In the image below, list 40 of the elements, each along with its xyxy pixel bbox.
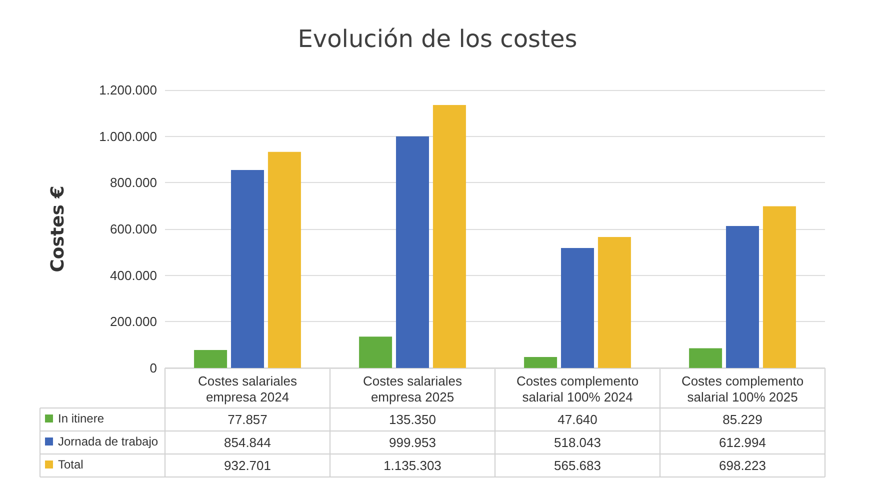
bar bbox=[359, 336, 392, 368]
y-tick-label: 0 bbox=[150, 360, 157, 376]
data-label: 1.135.303 bbox=[384, 458, 442, 473]
bar bbox=[524, 356, 558, 368]
y-axis-title: Costes € bbox=[48, 186, 68, 272]
bar bbox=[762, 206, 796, 368]
data-label: 999.953 bbox=[389, 435, 436, 450]
y-tick-label: 1.000.000 bbox=[99, 128, 157, 144]
bar bbox=[432, 104, 466, 368]
x-tick-label: Costes salariales empresa 2024 bbox=[198, 374, 298, 404]
data-label: 565.683 bbox=[554, 458, 601, 473]
bar bbox=[726, 226, 759, 368]
y-tick-label: 600.000 bbox=[110, 222, 157, 236]
y-tick-label: 200.000 bbox=[110, 314, 157, 330]
legend-label: Jornada de trabajo bbox=[58, 434, 158, 448]
data-label: 698.223 bbox=[719, 458, 766, 473]
legend-label: Total bbox=[58, 458, 84, 472]
bar bbox=[194, 350, 228, 368]
data-label: 518.043 bbox=[554, 435, 601, 450]
x-tick-label: Costes complemento salarial 100% 2024 bbox=[516, 374, 639, 404]
y-tick-label: 1.200.000 bbox=[99, 82, 157, 98]
legend-label: In itinere bbox=[58, 412, 104, 426]
bar bbox=[268, 152, 301, 368]
bar bbox=[561, 248, 594, 368]
y-tick-label: 400.000 bbox=[110, 268, 157, 283]
data-label: 47.640 bbox=[558, 412, 598, 427]
y-tick-label: 800.000 bbox=[110, 175, 157, 190]
bar bbox=[396, 136, 429, 368]
chart-title: Evolución de los costes bbox=[298, 25, 578, 53]
x-tick-label: Costes salariales empresa 2025 bbox=[363, 374, 462, 404]
data-label: 932.701 bbox=[224, 458, 271, 473]
data-label: 854.844 bbox=[224, 435, 271, 450]
bar bbox=[231, 170, 264, 368]
data-label: 85.229 bbox=[722, 412, 762, 427]
data-label: 612.994 bbox=[719, 435, 766, 450]
bar bbox=[598, 236, 631, 368]
bar bbox=[689, 348, 722, 368]
data-label: 77.857 bbox=[228, 412, 268, 427]
x-tick-label: Costes complemento salarial 100% 2025 bbox=[681, 374, 804, 404]
data-label: 135.350 bbox=[389, 412, 436, 427]
